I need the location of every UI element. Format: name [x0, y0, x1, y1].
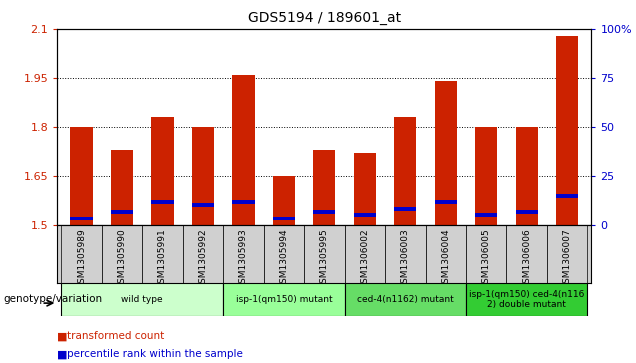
Bar [313, 210, 336, 214]
Bar [223, 225, 264, 283]
Bar [304, 225, 345, 283]
Bar [425, 225, 466, 283]
Text: GSM1305991: GSM1305991 [158, 228, 167, 289]
Text: genotype/variation: genotype/variation [3, 294, 102, 305]
Text: GSM1306003: GSM1306003 [401, 228, 410, 289]
Text: GSM1305993: GSM1305993 [239, 228, 248, 289]
Bar [111, 150, 133, 225]
Bar [516, 210, 538, 214]
Text: isp-1(qm150) ced-4(n116
2) double mutant: isp-1(qm150) ced-4(n116 2) double mutant [469, 290, 584, 309]
Text: GSM1306002: GSM1306002 [361, 228, 370, 289]
Bar [151, 117, 174, 225]
Bar [516, 127, 538, 225]
Text: GSM1305994: GSM1305994 [279, 228, 288, 289]
Bar [183, 225, 223, 283]
Bar [354, 153, 376, 225]
Bar [192, 127, 214, 225]
Bar [273, 176, 295, 225]
Bar [475, 127, 497, 225]
Text: GSM1305995: GSM1305995 [320, 228, 329, 289]
Bar [385, 225, 425, 283]
Bar [71, 217, 93, 220]
Text: transformed count: transformed count [67, 331, 164, 341]
Bar [556, 36, 578, 225]
Text: GSM1306005: GSM1306005 [481, 228, 491, 289]
Text: GSM1306006: GSM1306006 [522, 228, 531, 289]
Bar [506, 225, 547, 283]
Bar [192, 204, 214, 207]
Bar [466, 283, 588, 316]
Bar [142, 225, 183, 283]
Text: GSM1306007: GSM1306007 [563, 228, 572, 289]
Text: ■: ■ [57, 331, 68, 341]
Bar [547, 225, 588, 283]
Bar [232, 75, 254, 225]
Bar [71, 127, 93, 225]
Bar [273, 217, 295, 220]
Text: GSM1306004: GSM1306004 [441, 228, 450, 289]
Text: ced-4(n1162) mutant: ced-4(n1162) mutant [357, 295, 453, 304]
Title: GDS5194 / 189601_at: GDS5194 / 189601_at [248, 11, 401, 25]
Bar [223, 283, 345, 316]
Bar [475, 213, 497, 217]
Bar [434, 200, 457, 204]
Bar [354, 213, 376, 217]
Bar [345, 283, 466, 316]
Bar [61, 283, 223, 316]
Bar [111, 210, 133, 214]
Bar [232, 200, 254, 204]
Bar [434, 81, 457, 225]
Bar [264, 225, 304, 283]
Text: GSM1305990: GSM1305990 [118, 228, 127, 289]
Bar [61, 225, 102, 283]
Bar [394, 207, 417, 211]
Text: isp-1(qm150) mutant: isp-1(qm150) mutant [235, 295, 332, 304]
Bar [313, 150, 336, 225]
Text: GSM1305989: GSM1305989 [77, 228, 86, 289]
Text: percentile rank within the sample: percentile rank within the sample [67, 349, 243, 359]
Text: wild type: wild type [121, 295, 163, 304]
Bar [466, 225, 506, 283]
Bar [556, 194, 578, 197]
Text: ■: ■ [57, 349, 68, 359]
Bar [345, 225, 385, 283]
Bar [102, 225, 142, 283]
Text: GSM1305992: GSM1305992 [198, 228, 207, 289]
Bar [394, 117, 417, 225]
Bar [151, 200, 174, 204]
